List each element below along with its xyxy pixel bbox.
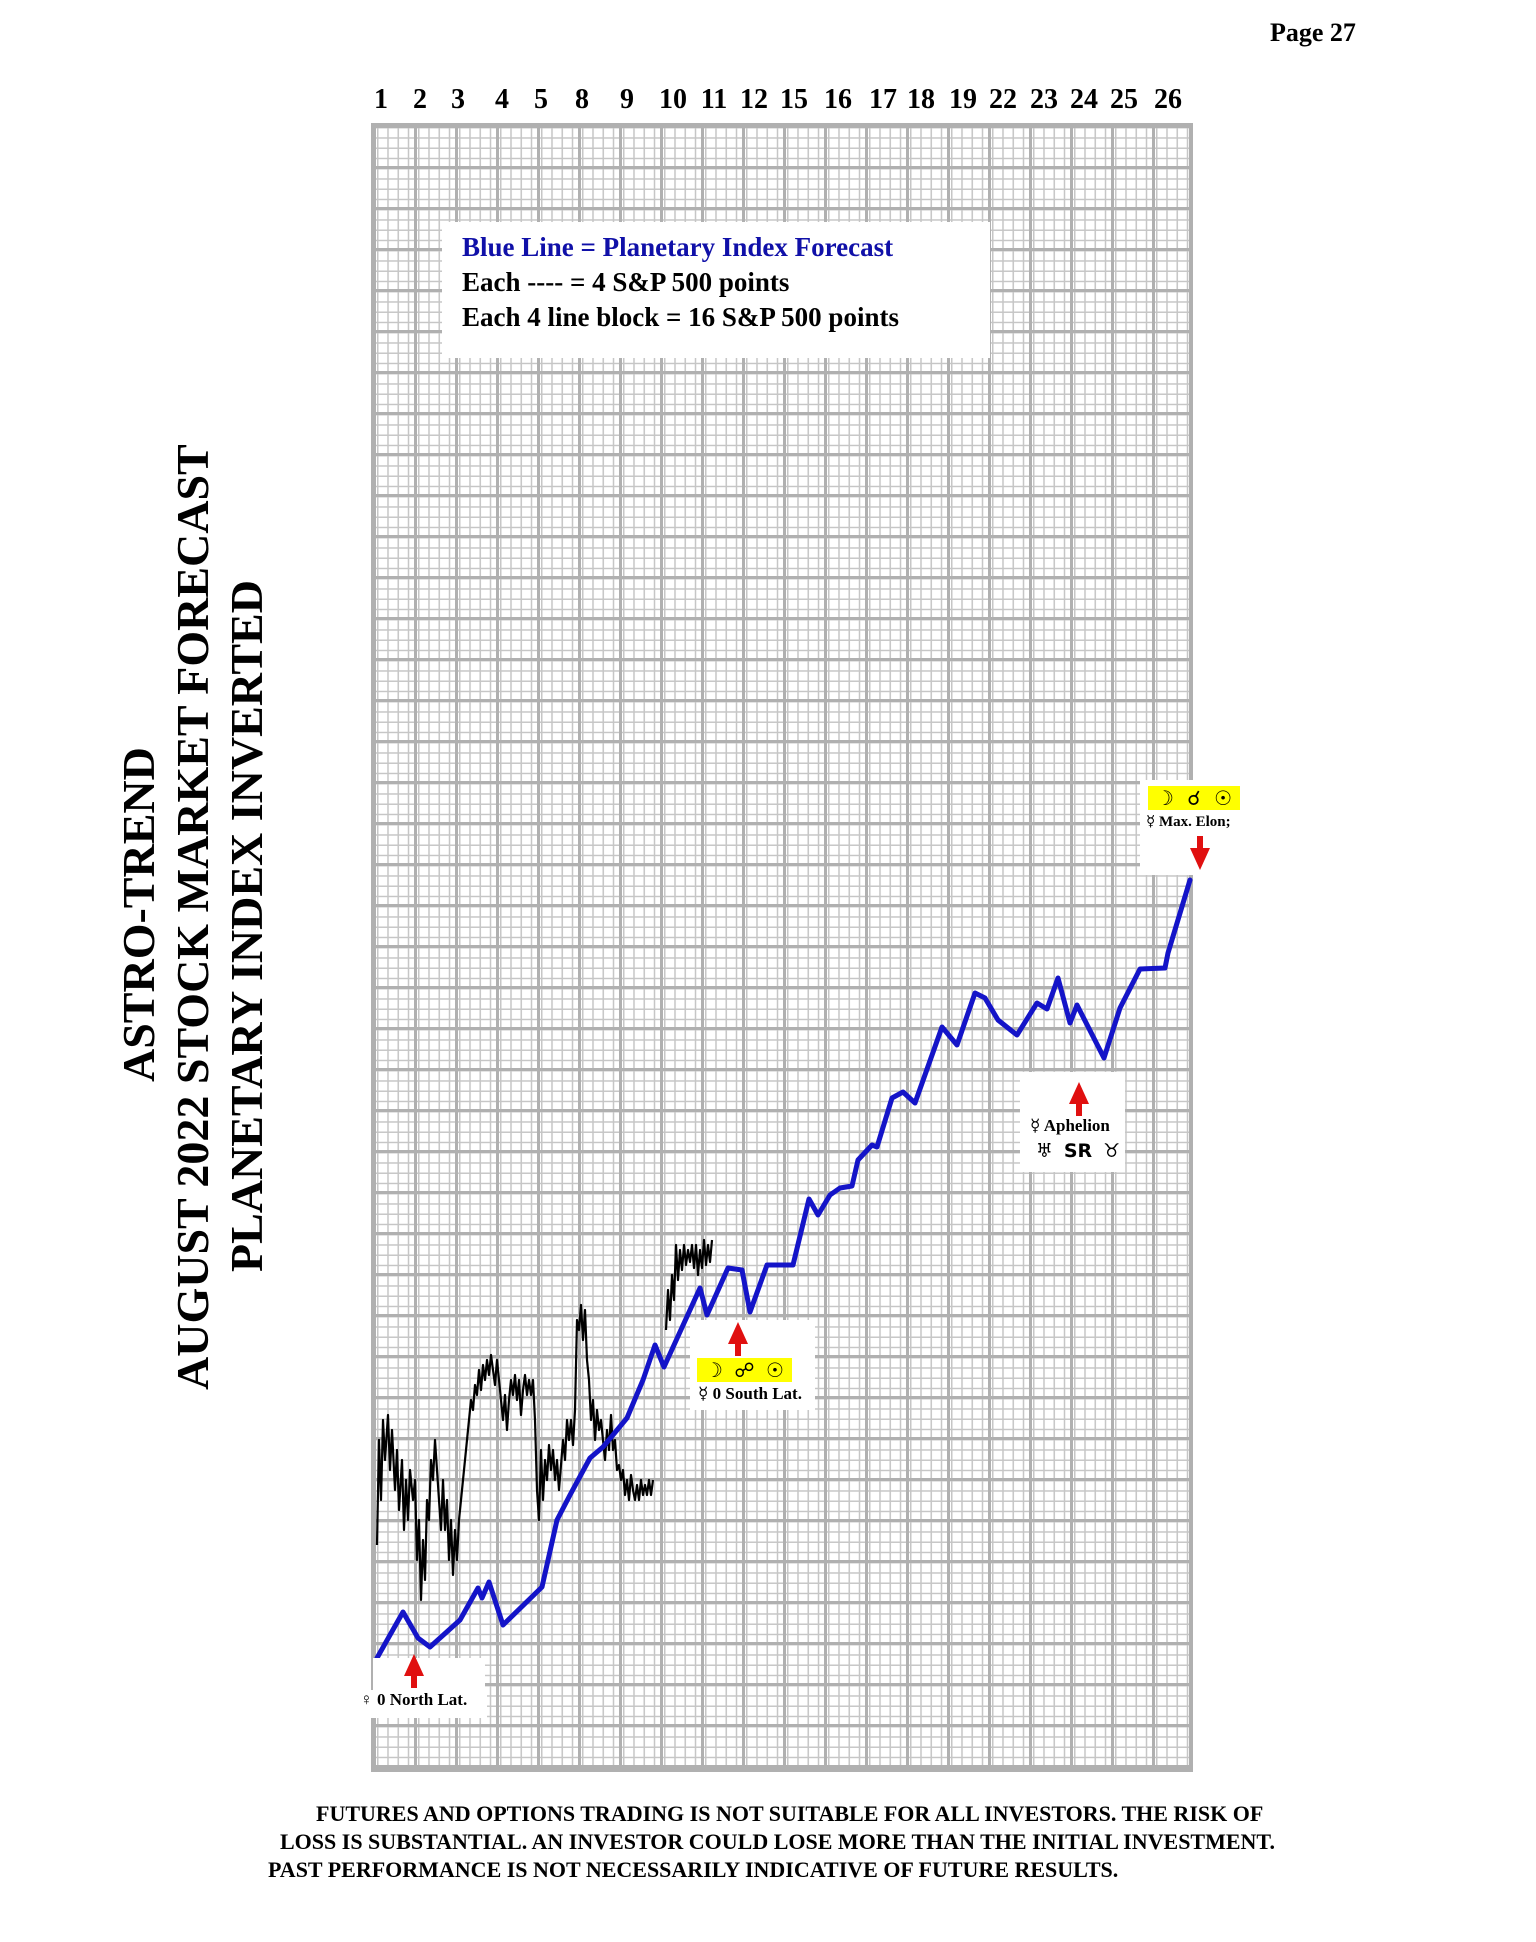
chart-grid — [373, 125, 1191, 1770]
date-tick: 3 — [451, 84, 465, 115]
uranus-icon: ♅ — [1036, 1140, 1054, 1162]
price-bars — [375, 1303, 655, 1602]
date-tick: 16 — [824, 84, 852, 115]
annotation-aphelion-glyphs: ♅ SR ♉ — [1036, 1140, 1120, 1162]
annotation-aphelion-text: ☿ Aphelion — [1030, 1116, 1110, 1135]
annotation-south-lat-glyphs: ☽ ☍ ☉ — [697, 1358, 792, 1382]
risk-disclaimer: FUTURES AND OPTIONS TRADING IS NOT SUITA… — [268, 1800, 1470, 1884]
stationary-retrograde-icon: SR — [1063, 1140, 1093, 1162]
date-tick: 23 — [1030, 84, 1058, 115]
arrow-up-icon — [1069, 1082, 1089, 1116]
moon-icon: ☽ — [1156, 786, 1174, 810]
arrow-down-icon — [1190, 836, 1210, 870]
disclaimer-line-1: FUTURES AND OPTIONS TRADING IS NOT SUITA… — [316, 1801, 1264, 1826]
moon-icon: ☽ — [705, 1358, 723, 1382]
annotation-north-lat-label-bg — [355, 1690, 487, 1718]
conjunction-icon: ☌ — [1187, 786, 1201, 810]
annotation-max-elong-glyphs: ☽ ☌ ☉ — [1148, 786, 1240, 810]
arrow-up-icon — [404, 1654, 424, 1688]
legend-line-2: Each ---- = 4 S&P 500 points — [462, 267, 790, 297]
opposition-icon: ☍ — [734, 1358, 755, 1382]
date-tick: 1 — [374, 84, 388, 115]
date-tick: 10 — [659, 84, 687, 115]
price-bars-upper — [664, 1238, 714, 1331]
annotation-south-lat-text: ☿ 0 South Lat. — [698, 1384, 802, 1403]
annotation-max-elong-text: ☿ Max. Elon; — [1146, 814, 1231, 830]
date-tick: 11 — [700, 84, 728, 115]
chart-legend: Blue Line = Planetary Index Forecast Eac… — [442, 222, 990, 358]
date-tick: 8 — [575, 84, 589, 115]
annotation-north-lat-text: ♀ 0 North Lat. — [360, 1690, 468, 1709]
date-tick: 12 — [740, 84, 768, 115]
legend-line-3: Each 4 line block = 16 S&P 500 points — [462, 302, 899, 332]
disclaimer-line-2: LOSS IS SUBSTANTIAL. AN INVESTOR COULD L… — [280, 1829, 1275, 1854]
page-number: Page 27 — [1270, 18, 1356, 47]
taurus-icon: ♉ — [1102, 1140, 1120, 1162]
date-tick: 18 — [907, 84, 935, 115]
legend-line-1: Blue Line = Planetary Index Forecast — [462, 232, 894, 262]
sun-icon: ☉ — [766, 1358, 784, 1382]
arrow-up-icon — [728, 1322, 748, 1356]
sun-icon: ☉ — [1214, 786, 1232, 810]
date-tick: 17 — [869, 84, 897, 115]
date-tick: 19 — [949, 84, 977, 115]
date-tick: 25 — [1110, 84, 1138, 115]
date-tick: 15 — [780, 84, 808, 115]
date-tick: 22 — [989, 84, 1017, 115]
date-tick: 9 — [620, 84, 634, 115]
date-tick: 2 — [413, 84, 427, 115]
date-tick: 4 — [495, 84, 509, 115]
disclaimer-line-3: PAST PERFORMANCE IS NOT NECESSARILY INDI… — [268, 1857, 1119, 1882]
forecast-line — [374, 877, 1193, 1661]
date-tick: 26 — [1154, 84, 1182, 115]
date-tick: 5 — [534, 84, 548, 115]
date-tick: 24 — [1070, 84, 1098, 115]
